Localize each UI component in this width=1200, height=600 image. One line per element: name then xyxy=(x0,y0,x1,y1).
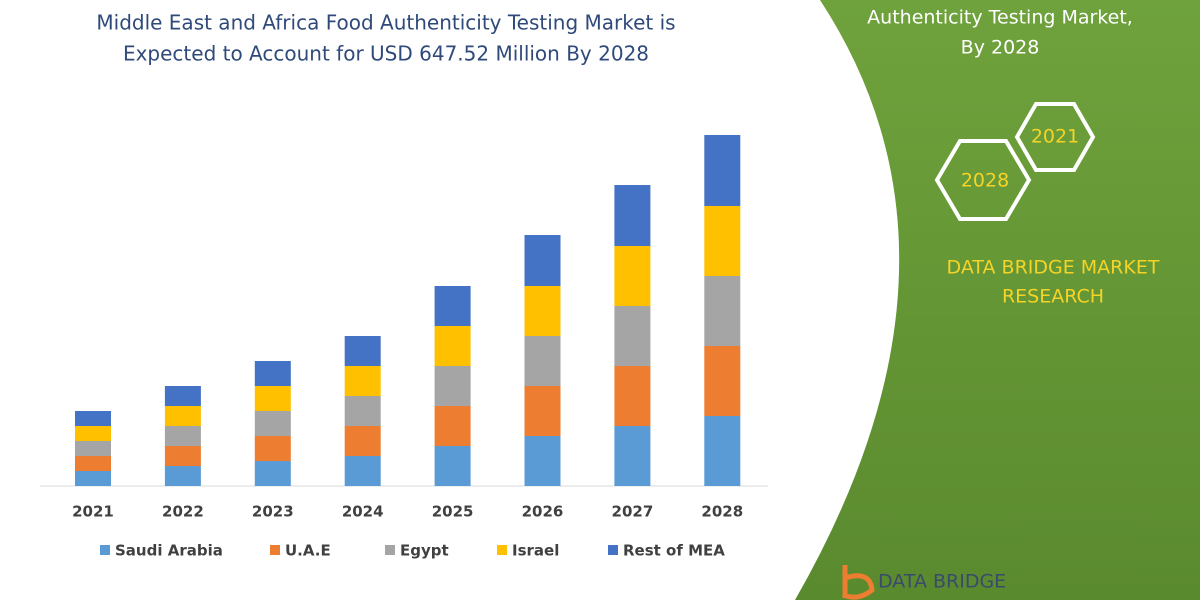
bar-segment xyxy=(75,411,111,426)
bar-segment xyxy=(704,346,741,416)
bar-segment xyxy=(704,206,741,276)
legend-swatch xyxy=(100,545,110,555)
panel-heading: Authenticity Testing Market, xyxy=(867,7,1133,29)
bar-segment xyxy=(614,246,651,306)
legend-swatch xyxy=(608,545,618,555)
bar-segment xyxy=(434,286,471,326)
bar-segment xyxy=(75,426,111,441)
bar-segment xyxy=(704,135,741,206)
hexagon-label: 2021 xyxy=(1031,126,1079,148)
bar-segment xyxy=(164,466,201,486)
panel-heading: By 2028 xyxy=(961,37,1040,59)
bar-segment xyxy=(254,386,291,411)
bar-segment xyxy=(434,366,471,406)
bar-segment xyxy=(254,461,291,486)
chart-title: Middle East and Africa Food Authenticity… xyxy=(96,11,675,35)
x-tick-label: 2024 xyxy=(342,503,384,521)
bar-segment xyxy=(434,446,471,486)
x-tick-label: 2026 xyxy=(522,503,564,521)
x-tick-label: 2025 xyxy=(432,503,474,521)
bar-segment xyxy=(614,426,651,486)
bar-segment xyxy=(524,286,561,336)
bar-segment xyxy=(524,336,561,386)
bar-segment xyxy=(614,185,651,246)
logo-text: DATA BRIDGE xyxy=(878,571,1006,593)
bar-segment xyxy=(524,235,561,286)
brand-text: DATA BRIDGE MARKET xyxy=(947,257,1160,279)
brand-text: RESEARCH xyxy=(1002,286,1104,308)
bar-segment xyxy=(344,336,381,366)
hexagon-label: 2028 xyxy=(961,170,1009,192)
legend-label: Rest of MEA xyxy=(623,542,725,560)
side-panel xyxy=(795,0,1200,600)
bar-segment xyxy=(434,406,471,446)
bar-segment xyxy=(344,396,381,426)
bar-segment xyxy=(164,406,201,426)
bar-segment xyxy=(164,446,201,466)
chart-title: Expected to Account for USD 647.52 Milli… xyxy=(123,42,649,66)
bar-segment xyxy=(254,361,291,386)
bar-segment xyxy=(254,411,291,436)
x-tick-label: 2027 xyxy=(612,503,654,521)
bar-segment xyxy=(164,386,201,406)
x-tick-label: 2023 xyxy=(252,503,294,521)
bar-segment xyxy=(434,326,471,366)
bar-segment xyxy=(614,306,651,366)
legend-label: U.A.E xyxy=(285,542,331,560)
x-tick-label: 2021 xyxy=(72,503,114,521)
bar-segment xyxy=(704,416,741,486)
bar-segment xyxy=(75,471,111,486)
x-tick-label: 2028 xyxy=(701,503,743,521)
bar-segment xyxy=(164,426,201,446)
logo-icon xyxy=(842,565,875,600)
hexagon xyxy=(1014,102,1096,172)
legend-swatch xyxy=(385,545,395,555)
bar-segment xyxy=(524,436,561,486)
bar-segment xyxy=(75,441,111,456)
legend-label: Israel xyxy=(512,542,559,560)
legend-swatch xyxy=(497,545,507,555)
x-tick-label: 2022 xyxy=(162,503,204,521)
bar-segment xyxy=(75,456,111,471)
bar-segment xyxy=(344,426,381,456)
bar-segment xyxy=(344,456,381,486)
bar-segment xyxy=(254,436,291,461)
legend-swatch xyxy=(270,545,280,555)
hexagon xyxy=(934,139,1032,221)
legend-label: Egypt xyxy=(400,542,449,560)
bar-segment xyxy=(524,386,561,436)
bar-segment xyxy=(614,366,651,426)
legend-label: Saudi Arabia xyxy=(115,542,223,560)
bar-segment xyxy=(344,366,381,396)
bar-segment xyxy=(704,276,741,346)
